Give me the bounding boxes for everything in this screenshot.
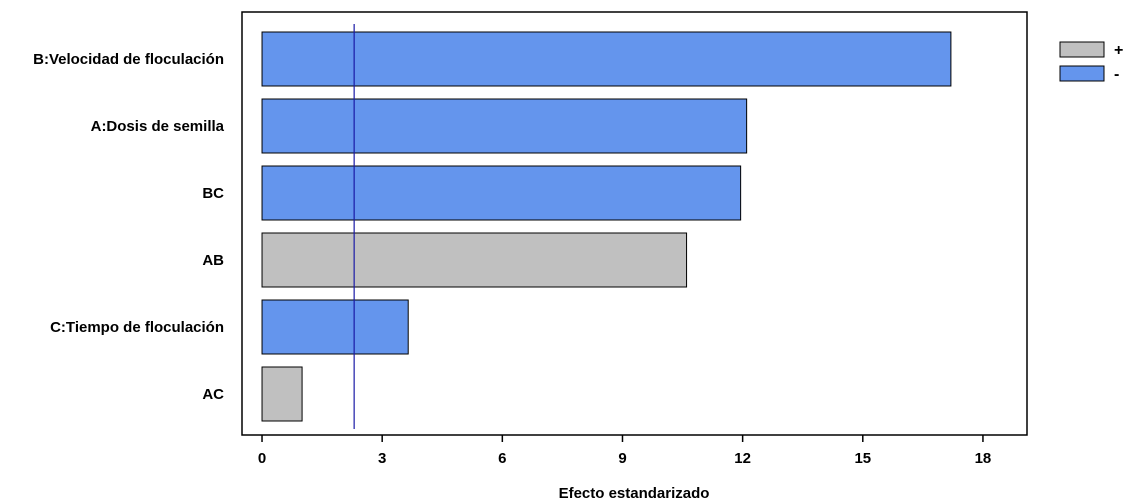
x-tick-label-7: 18 — [975, 450, 992, 467]
bar-5 — [261, 299, 409, 355]
bar-1 — [261, 31, 952, 87]
category-label-1: B:Velocidad de floculación — [33, 51, 224, 68]
category-labels: B:Velocidad de floculación A:Dosis de sem… — [33, 51, 225, 403]
bars-group — [261, 31, 952, 422]
legend-swatch-2 — [1059, 65, 1105, 82]
legend-label-2: - — [1114, 66, 1119, 83]
category-label-2: A:Dosis de semilla — [91, 118, 225, 135]
x-tick-label-4: 9 — [618, 450, 626, 467]
legend: +- — [1059, 41, 1123, 83]
bar-2 — [261, 98, 748, 154]
bar-6 — [261, 366, 303, 422]
x-tick-label-2: 3 — [378, 450, 386, 467]
x-tick-label-6: 15 — [854, 450, 871, 467]
x-tick-label-1: 0 — [258, 450, 266, 467]
bar-4 — [261, 232, 688, 288]
category-label-3: BC — [202, 185, 224, 202]
legend-swatch-1 — [1059, 41, 1105, 58]
category-label-4: AB — [202, 252, 224, 269]
x-axis-ticks: 0 3 6 9 12 15 18 — [258, 435, 991, 467]
x-tick-label-3: 6 — [498, 450, 506, 467]
category-label-5: C:Tiempo de floculación — [50, 319, 224, 336]
legend-label-1: + — [1114, 42, 1123, 59]
x-tick-label-5: 12 — [734, 450, 751, 467]
x-axis-title: Efecto estandarizado — [559, 485, 710, 502]
category-label-6: AC — [202, 386, 224, 403]
bar-3 — [261, 165, 742, 221]
plot-frame — [241, 11, 1028, 436]
